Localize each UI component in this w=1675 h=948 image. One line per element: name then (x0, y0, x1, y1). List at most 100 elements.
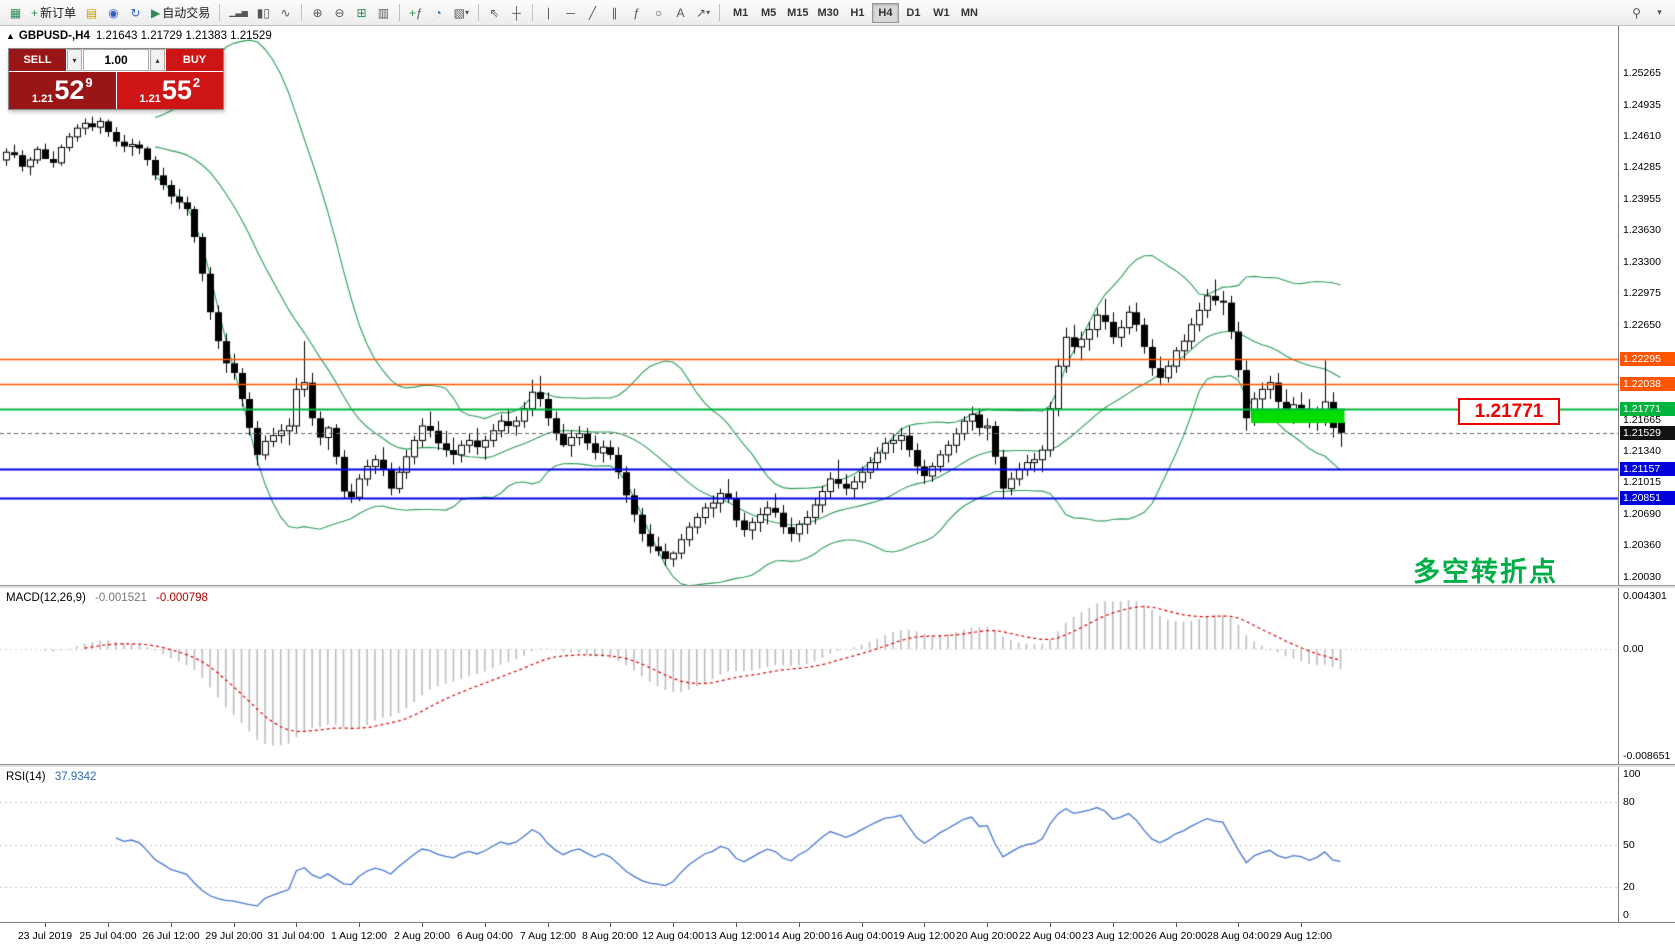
price-axis[interactable]: 1.25265 1.24935 1.24610 1.24285 1.23955 1.236… (1618, 26, 1675, 585)
plus-icon: + (31, 5, 39, 20)
sell-price-big: 52 (54, 75, 85, 105)
timeframe-button-d1[interactable]: D1 (906, 6, 921, 19)
price-axis-tick: 1.24610 (1623, 129, 1661, 142)
price-axis-tick: 1.21015 (1623, 476, 1661, 489)
rsi-canvas[interactable] (0, 767, 1618, 922)
date-axis-label: 26 Jul 12:00 (142, 930, 200, 942)
price-axis-tick: 1.24935 (1623, 98, 1661, 111)
rsi-axis[interactable]: 100 80 50 20 0 (1618, 767, 1675, 922)
macd-pane: MACD(12,26,9) -0.001521 -0.000798 0.0043… (0, 588, 1675, 764)
profiles-button[interactable]: ◉ (103, 2, 124, 23)
pane-splitter-macd[interactable] (0, 585, 1675, 588)
date-axis-label: 28 Aug 04:00 (1207, 930, 1269, 942)
chevron-down-icon: ▾ (706, 7, 711, 17)
date-axis-label: 23 Jul 2019 (17, 930, 73, 942)
cascade-windows-button[interactable]: ▥ (373, 2, 394, 23)
line-chart-icon: ∿ (280, 5, 291, 20)
search-button[interactable]: ⚲ (1626, 2, 1647, 23)
date-axis-tick (234, 923, 235, 927)
date-axis-label: 22 Aug 04:00 (1019, 930, 1081, 942)
timeframe-button-h4[interactable]: H4 (871, 2, 899, 23)
channel-button[interactable]: ∥ (604, 2, 625, 23)
timeframe-button-mn[interactable]: MN (960, 6, 978, 19)
refresh-button[interactable]: ↻ (125, 2, 146, 23)
volume-input[interactable] (83, 49, 149, 71)
price-axis-tick: 1.20690 (1623, 507, 1661, 520)
timeframe-button-h1[interactable]: H1 (850, 6, 865, 19)
sell-price-button[interactable]: 1.21 52 9 (9, 72, 116, 109)
date-axis-tick (987, 923, 988, 927)
ellipse-button[interactable]: ○ (648, 2, 669, 23)
date-axis-label: 6 Aug 04:00 (456, 930, 514, 942)
rsi-title: RSI(14) (6, 771, 46, 783)
date-axis-tick (422, 923, 423, 927)
chevron-down-icon: ▾ (465, 7, 470, 17)
zoom-out-button[interactable]: ⊖ (329, 2, 350, 23)
horizontal-line-icon: ─ (566, 5, 575, 20)
volume-increase-button[interactable]: ▴ (150, 49, 165, 71)
templates-button[interactable]: ▤ (81, 2, 102, 23)
timeframe-button-m15[interactable]: M15 (787, 6, 809, 19)
autotrade-button[interactable]: ▶ 自动交易 (147, 2, 214, 23)
pane-splitter-rsi[interactable] (0, 764, 1675, 767)
buy-price-button[interactable]: 1.21 55 2 (116, 72, 223, 109)
bar-chart-button[interactable]: ▁▃▅ (225, 2, 251, 23)
date-axis-tick (548, 923, 549, 927)
date-axis-label: 29 Aug 12:00 (1270, 930, 1332, 942)
date-axis-tick (45, 923, 46, 927)
line-chart-button[interactable]: ∿ (275, 2, 296, 23)
new-order-button[interactable]: + 新订单 (27, 2, 80, 23)
trendline-button[interactable]: ╱ (582, 2, 603, 23)
add-indicator-button[interactable]: + ƒ (405, 2, 427, 23)
macd-canvas[interactable] (0, 588, 1618, 764)
chart-note-text[interactable]: 多空转折点 (1413, 557, 1558, 585)
arrow-tool-button[interactable]: ↗ ▾ (692, 2, 714, 23)
date-axis-label: 16 Aug 04:00 (831, 930, 893, 942)
main-chart-canvas[interactable] (0, 26, 1618, 585)
timeframe-button-w1[interactable]: W1 (933, 6, 950, 19)
macd-axis[interactable]: 0.004301 0.00 -0.008651 (1618, 588, 1675, 764)
date-axis[interactable]: 23 Jul 2019 25 Jul 04:00 26 Jul 12:00 29 Ju… (0, 922, 1675, 948)
spinner-up-icon: ▴ (155, 55, 160, 65)
buy-price-sup: 2 (192, 75, 201, 90)
arrow-tool-icon: ↗ (696, 5, 707, 20)
date-axis-label: 19 Aug 12:00 (893, 930, 955, 942)
fibonacci-button[interactable]: ƒ (626, 2, 647, 23)
candlestick-chart-button[interactable]: ▮▯ (253, 2, 274, 23)
buy-price-prefix: 1.21 (139, 93, 161, 105)
one-click-collapse-icon[interactable]: ▲ (6, 31, 15, 41)
price-axis-tick: 1.20030 (1623, 571, 1661, 584)
date-axis-label: 23 Aug 12:00 (1082, 930, 1144, 942)
cascade-windows-icon: ▥ (377, 5, 390, 20)
periods-button[interactable]: ◔ (428, 2, 449, 23)
zoom-in-button[interactable]: ⊕ (307, 2, 328, 23)
refresh-icon: ↻ (130, 5, 141, 20)
play-icon: ▶ (151, 5, 161, 20)
price-annotation-box[interactable]: 1.21771 (1458, 398, 1560, 425)
spinner-down-icon: ▾ (72, 55, 77, 65)
search-icon: ⚲ (1632, 5, 1641, 20)
horizontal-line-button[interactable]: ─ (560, 2, 581, 23)
timeframe-button-m30[interactable]: M30 (817, 6, 839, 19)
buy-button[interactable]: BUY (166, 49, 223, 71)
timeframe-button-m5[interactable]: M5 (760, 6, 777, 19)
sell-button[interactable]: SELL (9, 49, 66, 71)
price-axis-tag: 1.22295 (1620, 351, 1675, 366)
new-chart-button[interactable]: ▦ (5, 2, 26, 23)
rsi-axis-tick: 0 (1623, 909, 1629, 921)
toolbar-overflow-button[interactable]: ▾ (1649, 2, 1670, 23)
volume-decrease-button[interactable]: ▾ (67, 49, 82, 71)
macd-axis-tick: 0.004301 (1623, 590, 1667, 602)
timeframe-button-m1[interactable]: M1 (732, 6, 749, 19)
date-axis-label: 7 Aug 12:00 (519, 930, 577, 942)
objects-button[interactable]: ▧ ▾ (450, 2, 473, 23)
cursor-button[interactable]: ⇖ (484, 2, 505, 23)
tile-windows-button[interactable]: ⊞ (351, 2, 372, 23)
price-axis-tag: 1.21157 (1620, 461, 1675, 476)
crosshair-button[interactable]: ┼ (506, 2, 527, 23)
text-tool-button[interactable]: A (670, 2, 691, 23)
price-axis-tag: 1.21771 (1620, 402, 1675, 417)
vertical-line-button[interactable]: ∣ (538, 2, 559, 23)
chevron-down-icon: ▾ (1657, 7, 1662, 17)
